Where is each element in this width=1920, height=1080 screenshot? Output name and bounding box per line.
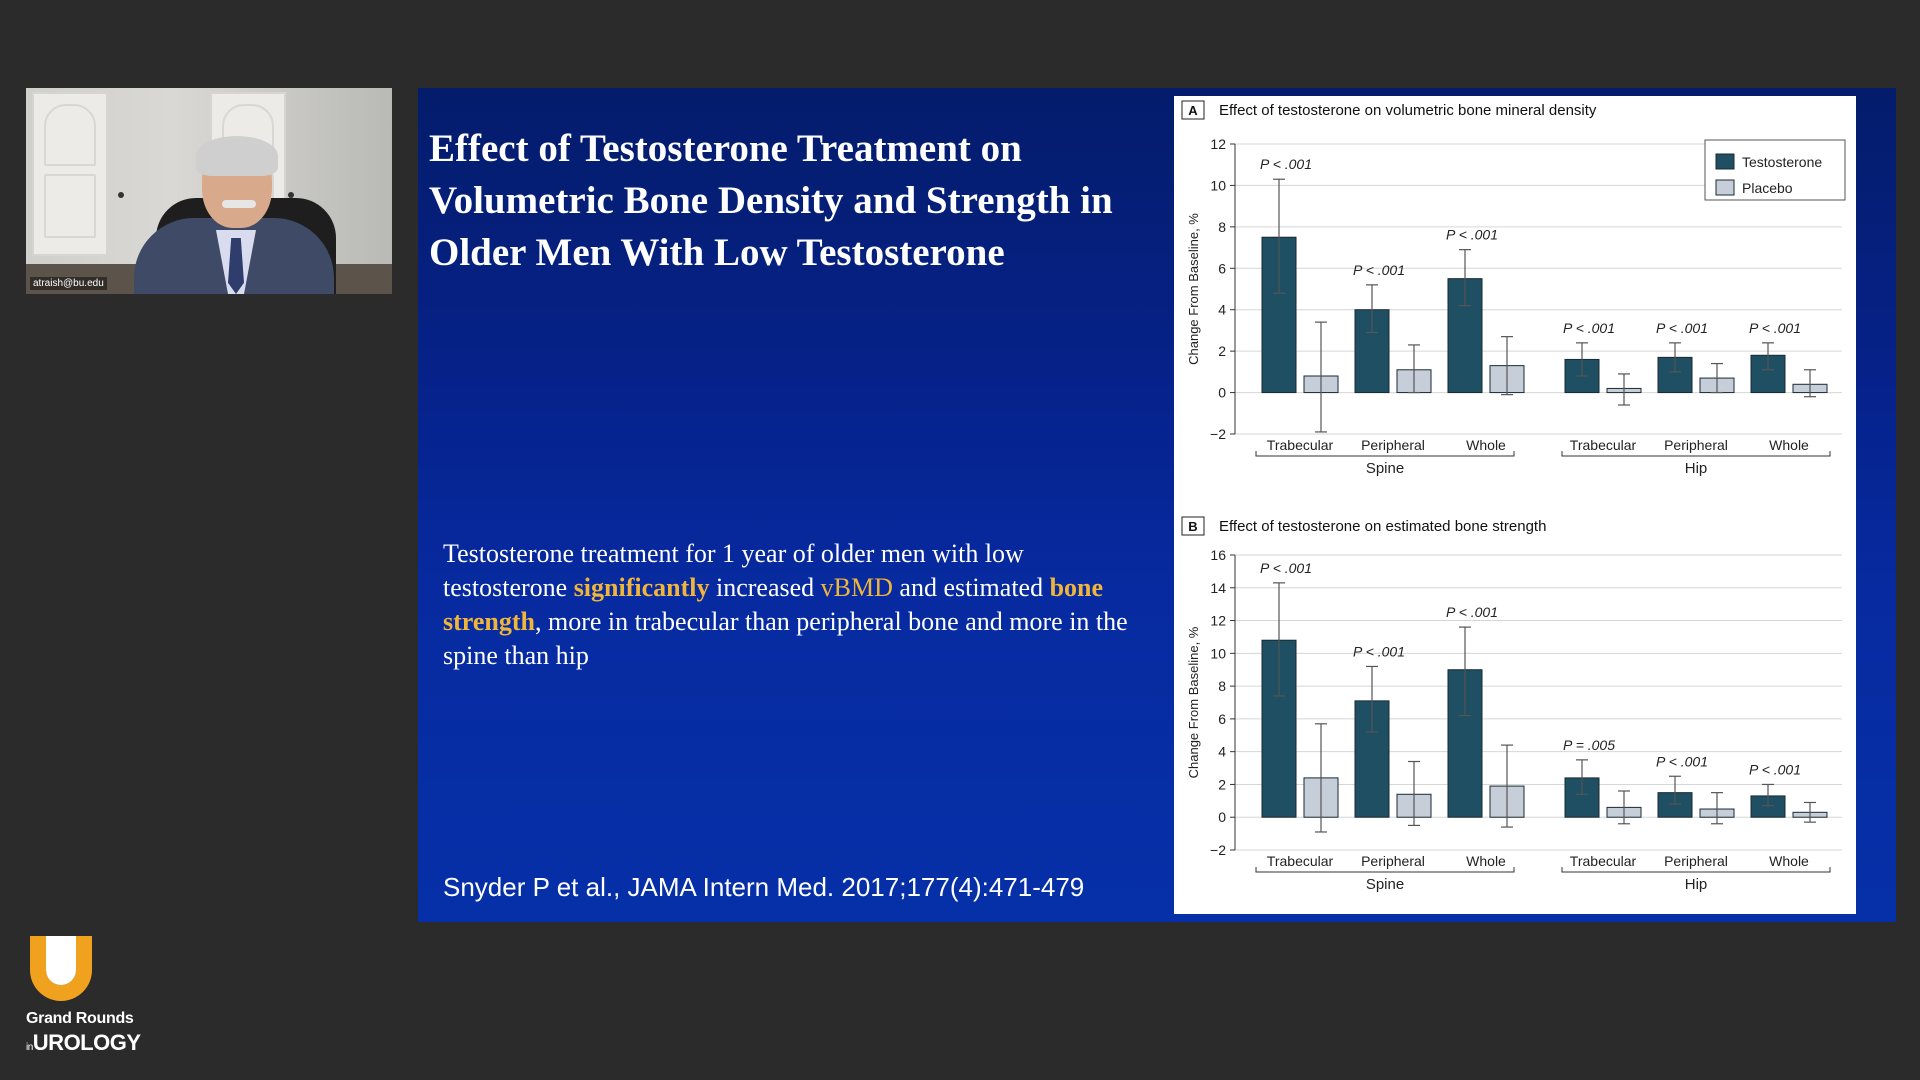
legend-swatch [1715, 153, 1735, 170]
x-category-label: Peripheral [1361, 437, 1425, 453]
logo-line-grand-rounds: Grand Rounds [26, 1010, 134, 1027]
p-value-label: P < .001 [1260, 560, 1312, 576]
p-value-label: P < .001 [1749, 761, 1801, 777]
legend-label: Testosterone [1742, 154, 1822, 170]
logo-in: in [26, 1042, 33, 1053]
x-category-label: Whole [1769, 437, 1809, 453]
x-category-label: Peripheral [1664, 437, 1728, 453]
y-tick-label: 6 [1218, 260, 1226, 276]
citation: Snyder P et al., JAMA Intern Med. 2017;1… [443, 872, 1085, 902]
y-tick-label: −2 [1210, 842, 1226, 858]
y-tick-label: 16 [1210, 547, 1226, 563]
x-category-label: Peripheral [1361, 853, 1425, 869]
logo-line-urology: inUROLOGY [26, 1030, 141, 1056]
x-category-label: Peripheral [1664, 853, 1728, 869]
y-tick-label: 12 [1210, 613, 1226, 629]
p-value-label: P < .001 [1563, 320, 1615, 336]
y-tick-label: 10 [1210, 645, 1226, 661]
highlight-bone-strength: bone strength [443, 573, 1104, 636]
panel-letter-box [1181, 516, 1205, 536]
y-tick-label: 14 [1210, 580, 1226, 596]
x-category-label: Trabecular [1570, 437, 1637, 453]
x-category-label: Whole [1466, 437, 1506, 453]
door-left [32, 92, 108, 256]
y-tick-label: 10 [1210, 177, 1226, 193]
p-value-label: P < .001 [1656, 753, 1708, 769]
y-tick-label: 2 [1218, 343, 1226, 359]
x-category-label: Whole [1466, 853, 1506, 869]
x-group-label: Spine [1366, 876, 1404, 893]
x-group-label: Hip [1685, 460, 1708, 477]
y-tick-label: 6 [1218, 711, 1226, 727]
x-category-label: Whole [1769, 853, 1809, 869]
body-text-segment: increased [709, 573, 821, 602]
panel-letter: B [1188, 519, 1197, 534]
presenter-tie [228, 238, 244, 294]
group-bracket [1255, 867, 1515, 873]
p-value-label: P < .001 [1353, 643, 1405, 659]
y-tick-label: 0 [1218, 385, 1226, 401]
y-tick-label: 12 [1210, 136, 1226, 152]
chart-title: Effect of testosterone on estimated bone… [1219, 518, 1546, 535]
presenter-video-tile[interactable]: atraish@bu.edu [26, 88, 392, 294]
p-value-label: P < .001 [1656, 320, 1708, 336]
presenter-mustache [222, 200, 256, 208]
x-group-label: Hip [1685, 876, 1708, 893]
group-bracket [1255, 451, 1515, 457]
body-text-segment: Testosterone treatment for 1 year of old… [443, 539, 1024, 602]
legend-swatch [1715, 179, 1735, 196]
highlight-significantly: significantly [573, 573, 710, 602]
x-category-label: Trabecular [1267, 437, 1334, 453]
y-tick-label: 0 [1218, 809, 1226, 825]
u-logo-icon [30, 936, 92, 1001]
body-text-segment: , more in trabecular than peripheral bon… [443, 607, 1128, 670]
bar-chart-svg: A Effect of testosterone on volumetric bo… [1181, 100, 1846, 893]
panel-letter: A [1188, 103, 1198, 118]
body-text-segment: and estimated [892, 573, 1050, 602]
p-value-label: P < .001 [1446, 604, 1498, 620]
group-bracket [1561, 451, 1831, 457]
x-group-label: Spine [1366, 460, 1404, 477]
p-value-label: P < .001 [1353, 262, 1405, 278]
door-knob [118, 192, 124, 198]
highlight-vbmd: vBMD [820, 573, 893, 602]
y-tick-label: 8 [1218, 219, 1226, 235]
y-axis-label: Change From Baseline, % [1186, 213, 1201, 365]
y-tick-label: 4 [1218, 744, 1226, 760]
participant-name-label: atraish@bu.edu [30, 277, 107, 290]
p-value-label: P < .001 [1749, 320, 1801, 336]
x-category-label: Trabecular [1267, 853, 1334, 869]
y-axis-label: Change From Baseline, % [1186, 626, 1201, 778]
p-value-label: P < .001 [1446, 227, 1498, 243]
panel-letter-box [1181, 100, 1205, 120]
y-tick-label: 2 [1218, 776, 1226, 792]
grand-rounds-logo: Grand Rounds inUROLOGY [26, 934, 141, 1055]
p-value-label: P < .001 [1260, 156, 1312, 172]
y-tick-label: 8 [1218, 678, 1226, 694]
bar-chart-figure: A Effect of testosterone on volumetric bo… [1174, 96, 1856, 914]
group-bracket [1561, 867, 1831, 873]
door-knob [288, 192, 294, 198]
logo-urology: UROLOGY [32, 1030, 141, 1055]
chart-title: Effect of testosterone on volumetric bon… [1219, 102, 1597, 119]
slide-body-text: Testosterone treatment for 1 year of old… [443, 537, 1143, 673]
x-category-label: Trabecular [1570, 853, 1637, 869]
slide-title: Effect of Testosterone Treatment on Volu… [429, 127, 1113, 274]
y-tick-label: −2 [1210, 426, 1226, 442]
y-tick-label: 4 [1218, 302, 1226, 318]
p-value-label: P = .005 [1563, 737, 1615, 753]
presenter-hair [196, 136, 278, 176]
shared-slide: Effect of Testosterone Treatment on Volu… [418, 88, 1896, 922]
legend-label: Placebo [1742, 180, 1793, 196]
